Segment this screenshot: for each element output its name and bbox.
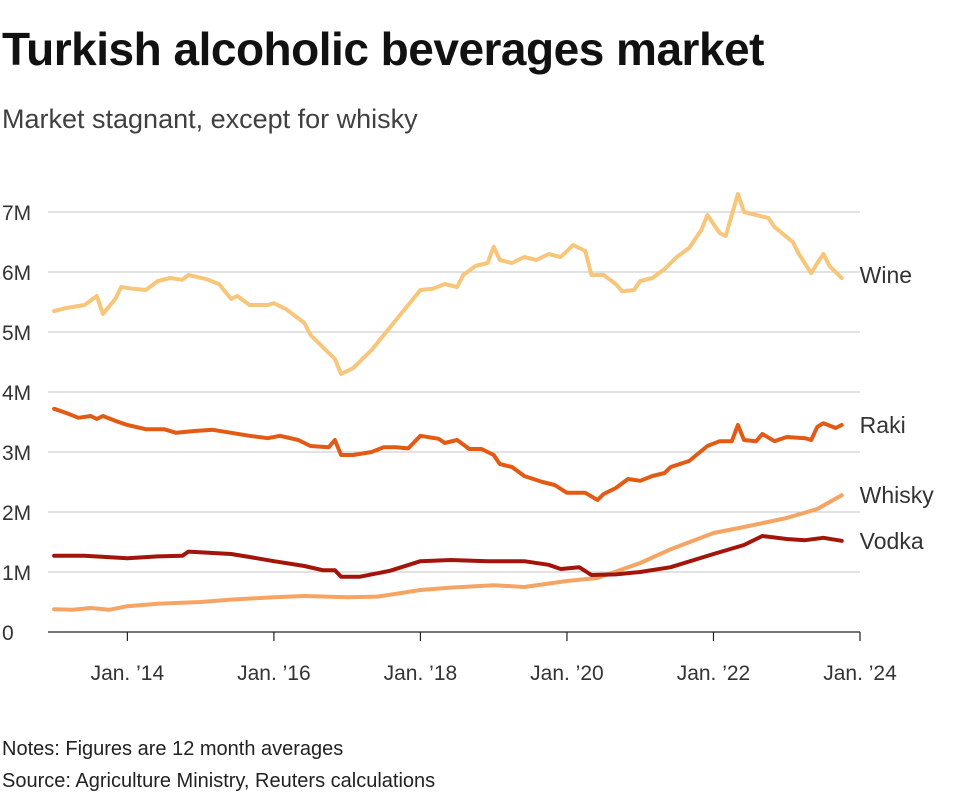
x-axis: Jan. ’14 Jan. ’16 Jan. ’18 Jan. ’20 Jan. ’22… bbox=[48, 631, 897, 685]
chart-subtitle: Market stagnant, except for whisky bbox=[2, 104, 418, 134]
series-label-wine: Wine bbox=[860, 262, 912, 288]
y-tick-label: 1M bbox=[2, 562, 31, 585]
x-tick-label: Jan. ’16 bbox=[237, 662, 311, 685]
source-text: Source: Agriculture Ministry, Reuters ca… bbox=[2, 770, 436, 792]
series-line-raki bbox=[52, 406, 844, 502]
series-line-whisky bbox=[52, 493, 844, 612]
series-line-wine bbox=[52, 192, 844, 376]
notes-text: Notes: Figures are 12 month averages bbox=[2, 738, 344, 760]
x-tick-label: Jan. ’20 bbox=[530, 662, 604, 685]
grid-lines bbox=[48, 211, 860, 573]
series-label-raki: Raki bbox=[860, 412, 906, 438]
x-tick-label: Jan. ’22 bbox=[677, 662, 751, 685]
series-labels: Wine Raki Whisky Vodka bbox=[860, 262, 935, 554]
series-lines bbox=[52, 192, 844, 612]
series-line-vodka bbox=[52, 534, 844, 579]
y-tick-label: 5M bbox=[2, 322, 31, 345]
y-tick-label: 7M bbox=[2, 202, 31, 225]
x-tick-label: Jan. ’24 bbox=[823, 662, 897, 685]
y-tick-label: 3M bbox=[2, 442, 31, 465]
x-tick-label: Jan. ’18 bbox=[384, 662, 458, 685]
y-tick-label: 6M bbox=[2, 262, 31, 285]
series-label-whisky: Whisky bbox=[860, 482, 935, 508]
footnotes: Notes: Figures are 12 month averages Sou… bbox=[2, 733, 435, 797]
y-axis: 0 1M 2M 3M 4M 5M 6M 7M bbox=[2, 202, 31, 645]
line-chart: 0 1M 2M 3M 4M 5M 6M 7M Jan. ’14 Jan. ’16 Jan. ’18… bbox=[2, 192, 935, 685]
y-tick-label: 2M bbox=[2, 502, 31, 525]
y-tick-label: 4M bbox=[2, 382, 31, 405]
y-tick-label: 0 bbox=[2, 622, 14, 645]
x-tick-label: Jan. ’14 bbox=[91, 662, 165, 685]
chart-title: Turkish alcoholic beverages market bbox=[2, 23, 764, 75]
series-label-vodka: Vodka bbox=[860, 528, 924, 554]
